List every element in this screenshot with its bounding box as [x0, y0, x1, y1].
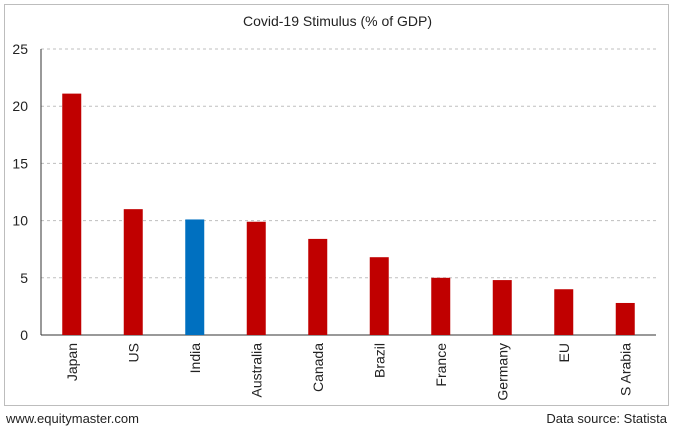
x-tick-label: Australia — [248, 343, 264, 398]
x-tick-label: US — [125, 343, 141, 362]
x-tick-label: S Arabia — [617, 343, 633, 396]
bar — [615, 302, 635, 335]
bar — [554, 289, 574, 335]
x-tick-label: India — [187, 343, 203, 374]
bar — [308, 238, 328, 335]
y-tick-label: 25 — [12, 41, 28, 57]
bar — [369, 257, 389, 335]
x-tick-label: Canada — [310, 343, 326, 392]
bar — [492, 280, 512, 335]
y-tick-label: 20 — [12, 98, 28, 114]
x-tick-label: Brazil — [371, 343, 387, 378]
x-tick-label: EU — [556, 343, 572, 362]
bar — [62, 93, 82, 335]
y-tick-label: 10 — [12, 213, 28, 229]
data-source-label: Data source: Statista — [546, 411, 667, 426]
x-tick-label: France — [433, 343, 449, 387]
chart-frame — [4, 4, 669, 406]
chart-title: Covid-19 Stimulus (% of GDP) — [242, 13, 433, 29]
bar — [185, 219, 205, 335]
y-tick-label: 15 — [12, 155, 28, 171]
y-tick-label: 5 — [20, 270, 28, 286]
bar — [123, 209, 143, 335]
x-tick-label: Japan — [64, 343, 80, 381]
bar — [431, 277, 451, 335]
website-label[interactable]: www.equitymaster.com — [6, 411, 139, 426]
bar — [246, 221, 266, 335]
y-tick-label: 0 — [20, 327, 28, 343]
x-tick-label: Germany — [494, 343, 510, 401]
